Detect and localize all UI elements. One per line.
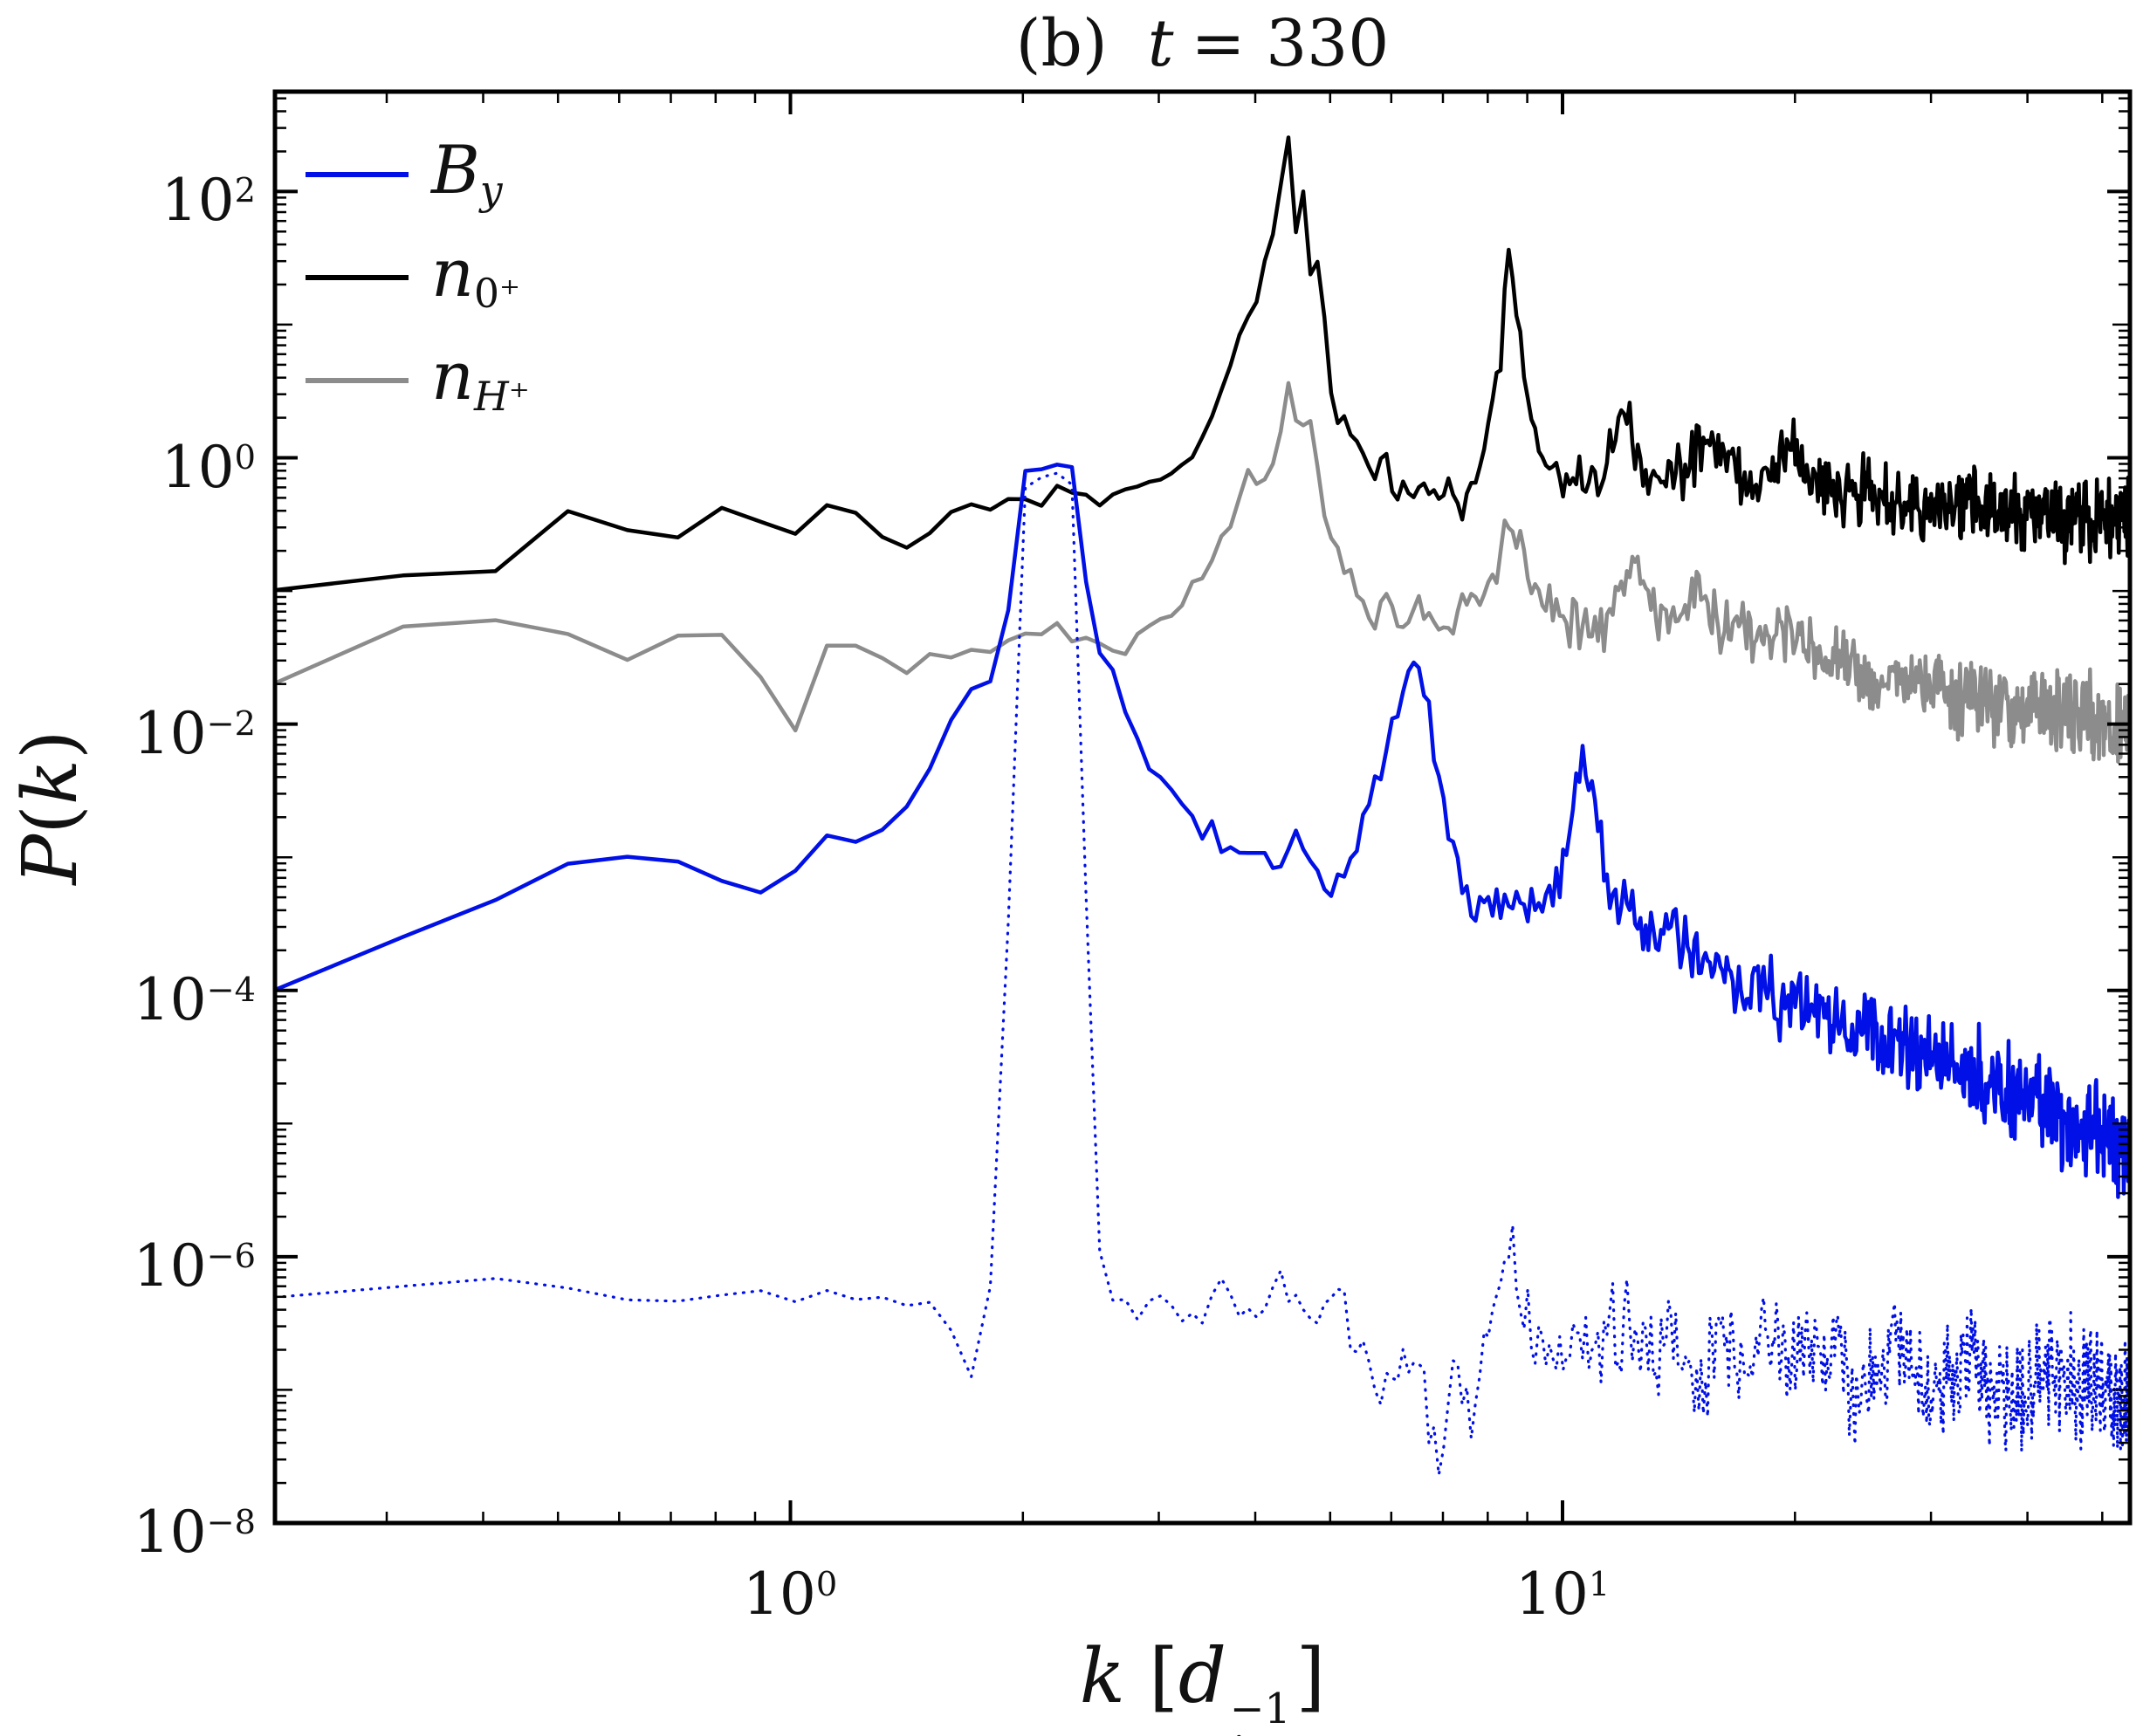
- series-lines: [275, 135, 2130, 1477]
- y-tick-label: 100: [161, 434, 256, 502]
- legend-item-By: By: [306, 131, 503, 215]
- y-tick-label: 10−8: [133, 1499, 256, 1567]
- xlabel-variable: k: [1079, 1633, 1125, 1720]
- ylabel-function: P: [7, 834, 94, 885]
- xlabel-sub-sup: −1i: [1229, 1685, 1291, 1736]
- xlabel-bracket-open: [: [1149, 1633, 1178, 1720]
- legend-swatch-n0plus: [306, 275, 409, 280]
- title-prefix: (b): [1015, 6, 1108, 81]
- xlabel-unit: d: [1178, 1633, 1226, 1720]
- series-n0plus-line: [275, 135, 2130, 593]
- title-value: = 330: [1191, 6, 1390, 81]
- series-nHplus-line: [275, 381, 2130, 764]
- series-By-line: [275, 463, 2130, 1199]
- xlabel-subscript: i: [1230, 1731, 1243, 1736]
- axis-ticks: [275, 92, 2130, 1525]
- legend-item-n0plus: n0⁺: [306, 234, 520, 318]
- x-tick-label: 100: [742, 1561, 838, 1629]
- x-axis-label: k [d−1i]: [275, 1629, 2130, 1736]
- title-variable: t: [1147, 6, 1174, 81]
- xlabel-exponent: −1: [1229, 1685, 1291, 1733]
- legend-label-nHplus: nH⁺: [431, 336, 530, 421]
- y-tick-label: 102: [161, 167, 256, 235]
- legend-swatch-nHplus: [306, 378, 409, 383]
- legend-item-nHplus: nH⁺: [306, 337, 530, 421]
- xlabel-bracket-close: ]: [1295, 1633, 1326, 1720]
- x-tick-label: 101: [1515, 1561, 1611, 1629]
- legend-label-n0plus: n0⁺: [431, 233, 521, 318]
- y-tick-label: 10−2: [133, 700, 256, 768]
- legend-label-By: By: [431, 130, 503, 215]
- chart-title: (b) t = 330: [275, 2, 2130, 86]
- legend-swatch-By: [306, 172, 409, 177]
- series-By-dotted-line: [275, 471, 2130, 1477]
- y-tick-label: 10−6: [133, 1232, 256, 1300]
- y-tick-label: 10−4: [133, 966, 256, 1034]
- ylabel-paren-open: (: [7, 805, 94, 834]
- axes-frame: [272, 89, 2133, 1526]
